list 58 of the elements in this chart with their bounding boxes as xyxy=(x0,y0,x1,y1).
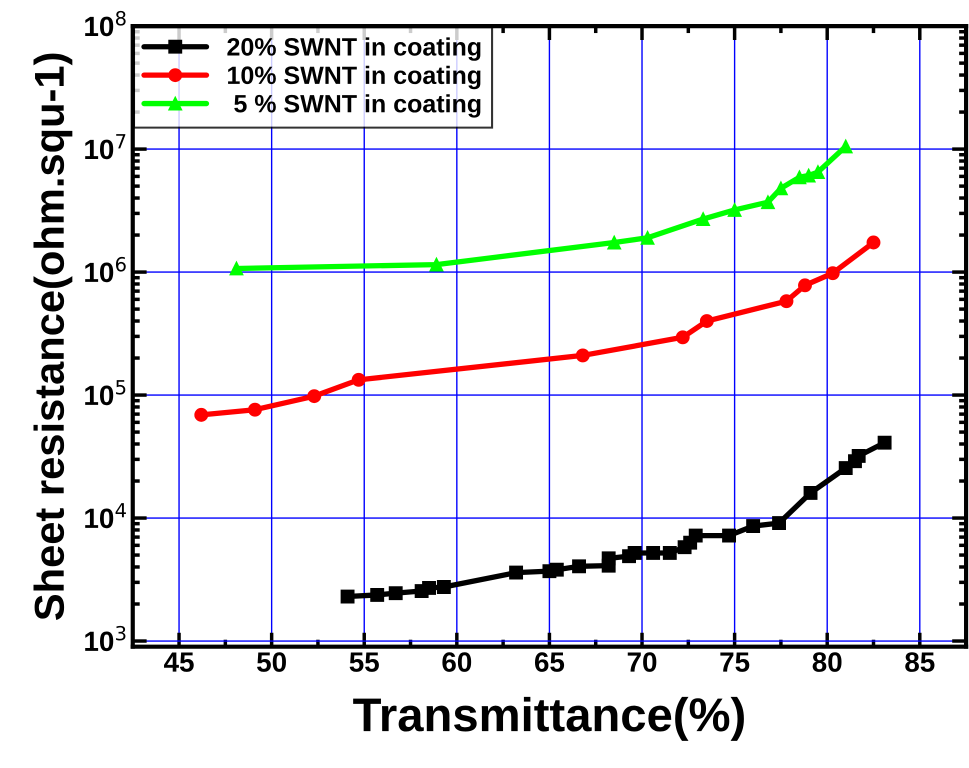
point xyxy=(370,588,384,602)
x-tick-label: 50 xyxy=(257,652,286,672)
point xyxy=(811,165,825,180)
point xyxy=(746,519,760,534)
point xyxy=(352,372,366,387)
point xyxy=(798,278,812,292)
point xyxy=(700,314,714,328)
x-tick-label: 85 xyxy=(905,652,934,672)
point xyxy=(340,590,355,604)
point xyxy=(722,528,736,543)
point xyxy=(436,580,451,594)
y-tick-label: 10$^{3}$ xyxy=(85,626,126,652)
x-axis-title: Transmittance(%) xyxy=(353,696,744,741)
y-tick-label: 10$^{8}$ xyxy=(85,10,126,36)
point xyxy=(878,436,892,450)
point xyxy=(676,330,690,344)
point xyxy=(852,448,866,463)
point xyxy=(728,203,742,217)
point xyxy=(640,230,655,245)
x-tick-label: 75 xyxy=(720,652,750,672)
x-tick-label: 70 xyxy=(628,652,656,672)
legend-label: 10% SWNT in coating xyxy=(228,66,480,90)
x-tick-label: 55 xyxy=(350,652,379,672)
point xyxy=(688,528,703,543)
y-tick-label: 10$^{4}$ xyxy=(85,503,126,528)
y-axis-title: Sheet resistance(ohm.squ-1) xyxy=(33,54,72,620)
legend-label: 5 % SWNT in coating xyxy=(234,94,480,118)
point xyxy=(388,586,403,600)
point xyxy=(772,516,786,530)
point xyxy=(307,389,322,404)
point xyxy=(248,402,262,417)
point xyxy=(780,294,794,308)
point xyxy=(607,236,622,250)
point xyxy=(761,195,775,210)
point xyxy=(866,236,880,250)
point xyxy=(646,546,660,560)
point xyxy=(550,562,564,577)
point xyxy=(572,559,586,574)
point xyxy=(430,258,444,272)
point xyxy=(628,546,642,560)
y-tick-label: 10$^{7}$ xyxy=(85,134,126,160)
x-tick-label: 65 xyxy=(534,652,564,672)
point xyxy=(194,408,208,422)
point xyxy=(804,486,818,500)
point xyxy=(509,566,524,580)
point xyxy=(826,266,840,280)
point xyxy=(422,581,436,595)
x-tick-label: 60 xyxy=(442,652,472,672)
point xyxy=(576,348,590,362)
y-tick-label: 10$^{6}$ xyxy=(85,256,126,282)
point xyxy=(602,551,616,566)
legend-label: 20% SWNT in coating xyxy=(227,37,480,61)
point xyxy=(230,262,244,276)
point xyxy=(696,212,710,226)
x-tick-label: 80 xyxy=(812,652,842,672)
point xyxy=(662,546,677,560)
y-tick-label: 10$^{5}$ xyxy=(85,380,126,406)
x-tick-label: 45 xyxy=(164,652,194,672)
